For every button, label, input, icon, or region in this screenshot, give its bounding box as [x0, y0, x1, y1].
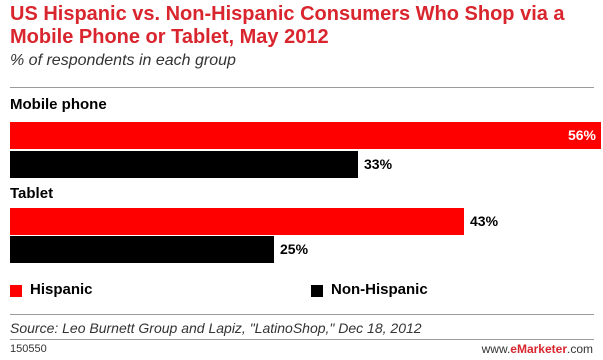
legend-label-hispanic: Hispanic [30, 281, 93, 298]
bar-non-hispanic-mobile-phone [10, 151, 358, 178]
value-label-hispanic-mobile-phone: 56% [567, 127, 596, 143]
chart-id: 150550 [10, 343, 47, 355]
brand-prefix: www. [481, 342, 511, 356]
category-label-tablet: Tablet [10, 185, 54, 202]
value-label-non-hispanic-mobile-phone: 33% [364, 156, 393, 172]
value-label-non-hispanic-tablet: 25% [280, 241, 309, 257]
legend-swatch-non-hispanic [311, 285, 323, 297]
legend-label-non-hispanic: Non-Hispanic [331, 281, 428, 298]
brand-name: eMarketer [510, 342, 567, 356]
bar-hispanic-mobile-phone [10, 122, 601, 149]
legend-swatch-hispanic [10, 285, 22, 297]
emarketer-logo: www.eMarketer.com [482, 342, 593, 356]
bottom-rule [10, 314, 594, 315]
brand-suffix: .com [566, 342, 593, 356]
category-label-mobile-phone: Mobile phone [10, 96, 107, 113]
bar-hispanic-tablet [10, 208, 464, 235]
chart-subtitle: % of respondents in each group [10, 52, 236, 69]
top-rule [10, 87, 594, 88]
footer-rule [10, 339, 594, 340]
value-label-hispanic-tablet: 43% [470, 213, 499, 229]
source-note: Source: Leo Burnett Group and Lapiz, "La… [10, 320, 422, 336]
chart-title: US Hispanic vs. Non-Hispanic Consumers W… [10, 3, 565, 48]
bar-non-hispanic-tablet [10, 236, 274, 263]
